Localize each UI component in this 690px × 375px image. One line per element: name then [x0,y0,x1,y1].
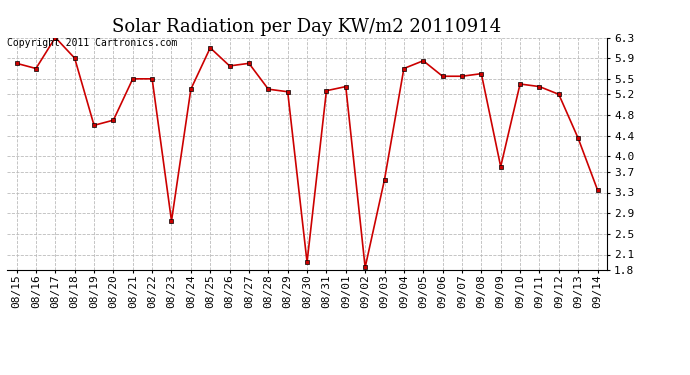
Title: Solar Radiation per Day KW/m2 20110914: Solar Radiation per Day KW/m2 20110914 [112,18,502,36]
Text: Copyright 2011 Cartronics.com: Copyright 2011 Cartronics.com [7,38,177,48]
